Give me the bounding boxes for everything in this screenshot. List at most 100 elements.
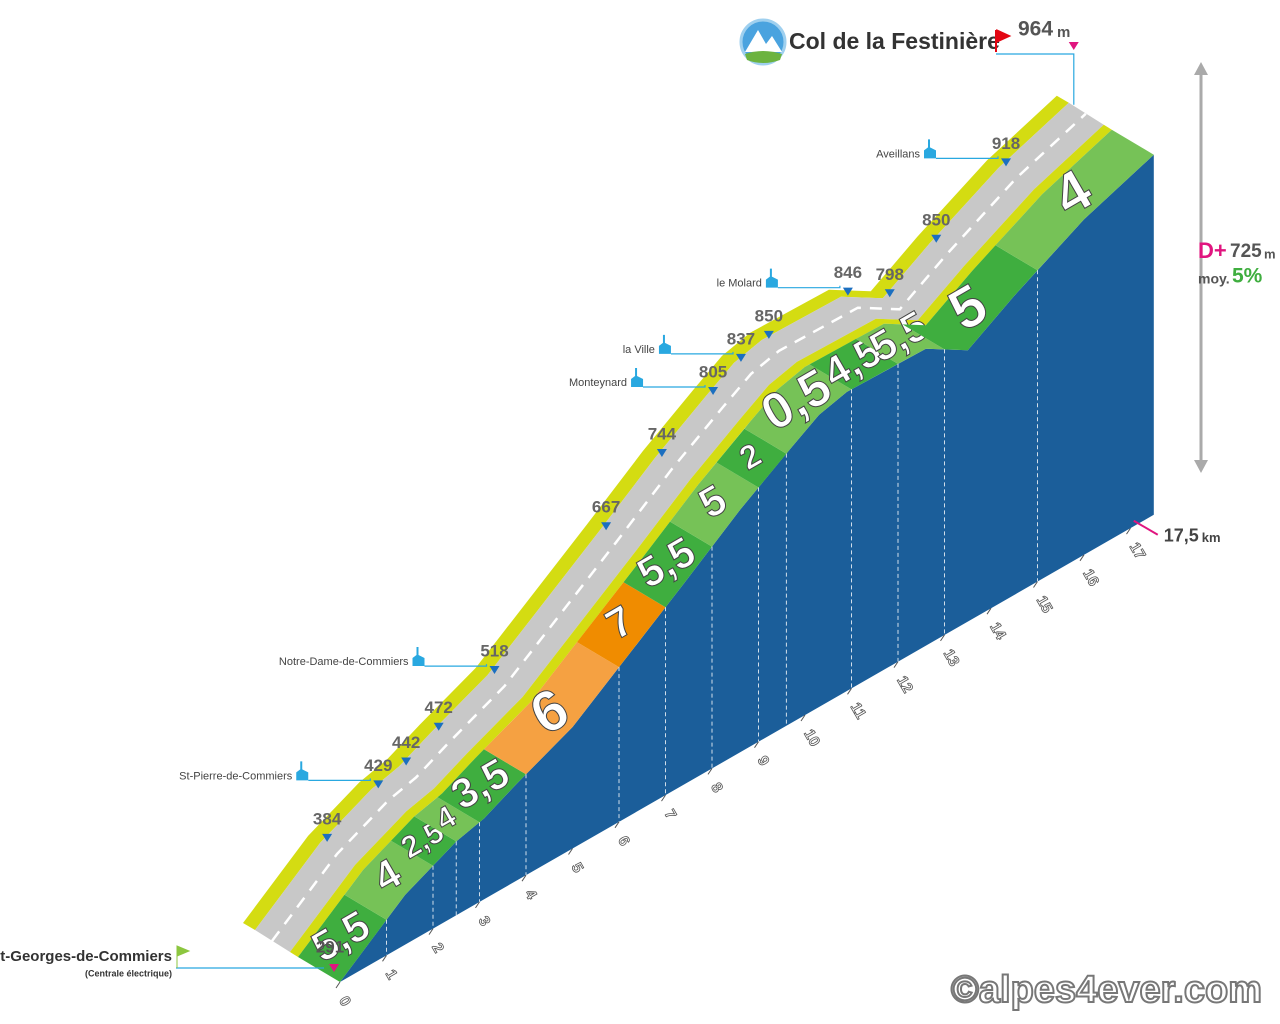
- elevation-label: 798: [876, 265, 904, 284]
- place-icon: [631, 368, 644, 388]
- x-tick: [521, 874, 527, 882]
- x-tick: [893, 661, 899, 668]
- place-icon: [658, 334, 671, 354]
- chart-title: Col de la Festinière: [789, 28, 1000, 54]
- x-tick-label: 4: [521, 887, 540, 903]
- climb-unit: m: [1264, 246, 1276, 261]
- road-front-curb: [290, 124, 1112, 957]
- elevation-marker: [401, 757, 412, 766]
- x-tick: [1079, 554, 1085, 562]
- start-marker: [329, 964, 339, 972]
- gradient-segment: [623, 521, 712, 608]
- x-tick: [335, 981, 341, 989]
- place-leader: [308, 778, 371, 782]
- average-value: 5%: [1232, 265, 1263, 288]
- average-label: moy.: [1198, 271, 1230, 287]
- elevation-marker: [884, 289, 895, 298]
- elevation-label: 918: [992, 134, 1020, 153]
- place-label: Monteynard: [569, 377, 627, 389]
- summit-flag: [995, 29, 1012, 52]
- elevation-label: 442: [392, 733, 420, 752]
- elevation-label: 472: [425, 698, 453, 717]
- x-tick-label: 2: [428, 940, 447, 956]
- place-icon: [765, 268, 778, 288]
- gradient-segment: [716, 428, 787, 488]
- start-note: (Centrale électrique): [85, 968, 172, 978]
- gradient-segment: [414, 797, 480, 842]
- x-tick-label: 3: [475, 913, 494, 929]
- front-face: [340, 154, 1154, 982]
- x-tick: [568, 848, 573, 855]
- gradient-segment: [995, 129, 1154, 271]
- x-tick: [707, 768, 713, 775]
- elevation-marker: [763, 330, 774, 339]
- gradient-segment: [856, 323, 945, 364]
- x-tick: [428, 928, 434, 935]
- gradient-segment: [670, 462, 759, 547]
- summit-unit: m: [1057, 24, 1070, 41]
- elevation-marker: [708, 387, 719, 396]
- x-tick-label: 16: [1079, 566, 1102, 589]
- x-tick: [940, 634, 945, 642]
- elevation-label: 384: [313, 809, 342, 828]
- x-tick-label: 6: [614, 833, 633, 849]
- x-tick-label: 12: [893, 673, 916, 696]
- x-tick-label: 17: [1126, 540, 1149, 563]
- elevation-label: 850: [922, 210, 950, 229]
- x-tick-label: 13: [940, 646, 963, 669]
- place-label: Aveillans: [876, 148, 920, 160]
- x-tick-label: 15: [1033, 593, 1056, 616]
- x-tick: [614, 821, 620, 829]
- place-label: St-Pierre-de-Commiers: [179, 770, 293, 782]
- place-icon: [296, 761, 309, 781]
- place-leader: [936, 156, 999, 159]
- title-icon-mountain: [745, 30, 782, 52]
- x-tick: [475, 901, 480, 909]
- place-label: la Ville: [623, 344, 655, 356]
- x-tick: [754, 741, 759, 748]
- road-surface: [255, 102, 1104, 952]
- elevation-marker: [601, 522, 612, 531]
- elevation-marker: [489, 666, 500, 675]
- x-tick-label: 8: [707, 780, 726, 796]
- x-tick: [661, 794, 666, 802]
- place-leader: [643, 385, 706, 388]
- end-km-unit: km: [1202, 530, 1221, 545]
- climb-label: D+: [1198, 238, 1227, 263]
- x-tick: [800, 714, 806, 722]
- x-tick-label: 10: [800, 726, 823, 749]
- road-centerline: [270, 112, 1087, 942]
- climb-block: D+ 725 m moy. 5%: [1194, 62, 1276, 473]
- gradient-segment: [809, 338, 898, 390]
- elevation-label: 846: [834, 263, 862, 282]
- end-tick: [1133, 519, 1159, 536]
- place-label: Notre-Dame-de-Commiers: [279, 656, 409, 668]
- start-name: St-Georges-de-Commiers: [0, 948, 172, 965]
- place-label: le Molard: [717, 278, 762, 290]
- x-tick-label: 11: [847, 700, 870, 722]
- x-tick: [1033, 581, 1038, 588]
- elevation-marker: [433, 722, 444, 731]
- elevation-marker: [842, 287, 853, 296]
- elevation-label: 837: [727, 329, 755, 348]
- title-block: Col de la Festinière 964 m: [739, 18, 1070, 66]
- x-tick-label: 5: [568, 860, 587, 876]
- road-back-curb: [243, 95, 1069, 930]
- x-tick-label: 7: [661, 807, 680, 823]
- gradient-segment: [902, 245, 1038, 351]
- x-tick-label: 1: [382, 967, 401, 983]
- place-icon: [412, 647, 425, 667]
- x-tick-label: 14: [986, 620, 1009, 644]
- gradient-segment: [484, 642, 619, 775]
- gradient-segment: [344, 840, 433, 920]
- gradient-segment: [437, 749, 526, 823]
- elevation-label: 667: [592, 498, 620, 517]
- gradient-segment: [391, 816, 457, 866]
- x-tick: [382, 955, 387, 962]
- copyright: ©alpes4ever.com: [951, 969, 1262, 1011]
- place-leader: [424, 664, 488, 667]
- place-leader: [671, 351, 734, 355]
- x-tick: [847, 688, 852, 695]
